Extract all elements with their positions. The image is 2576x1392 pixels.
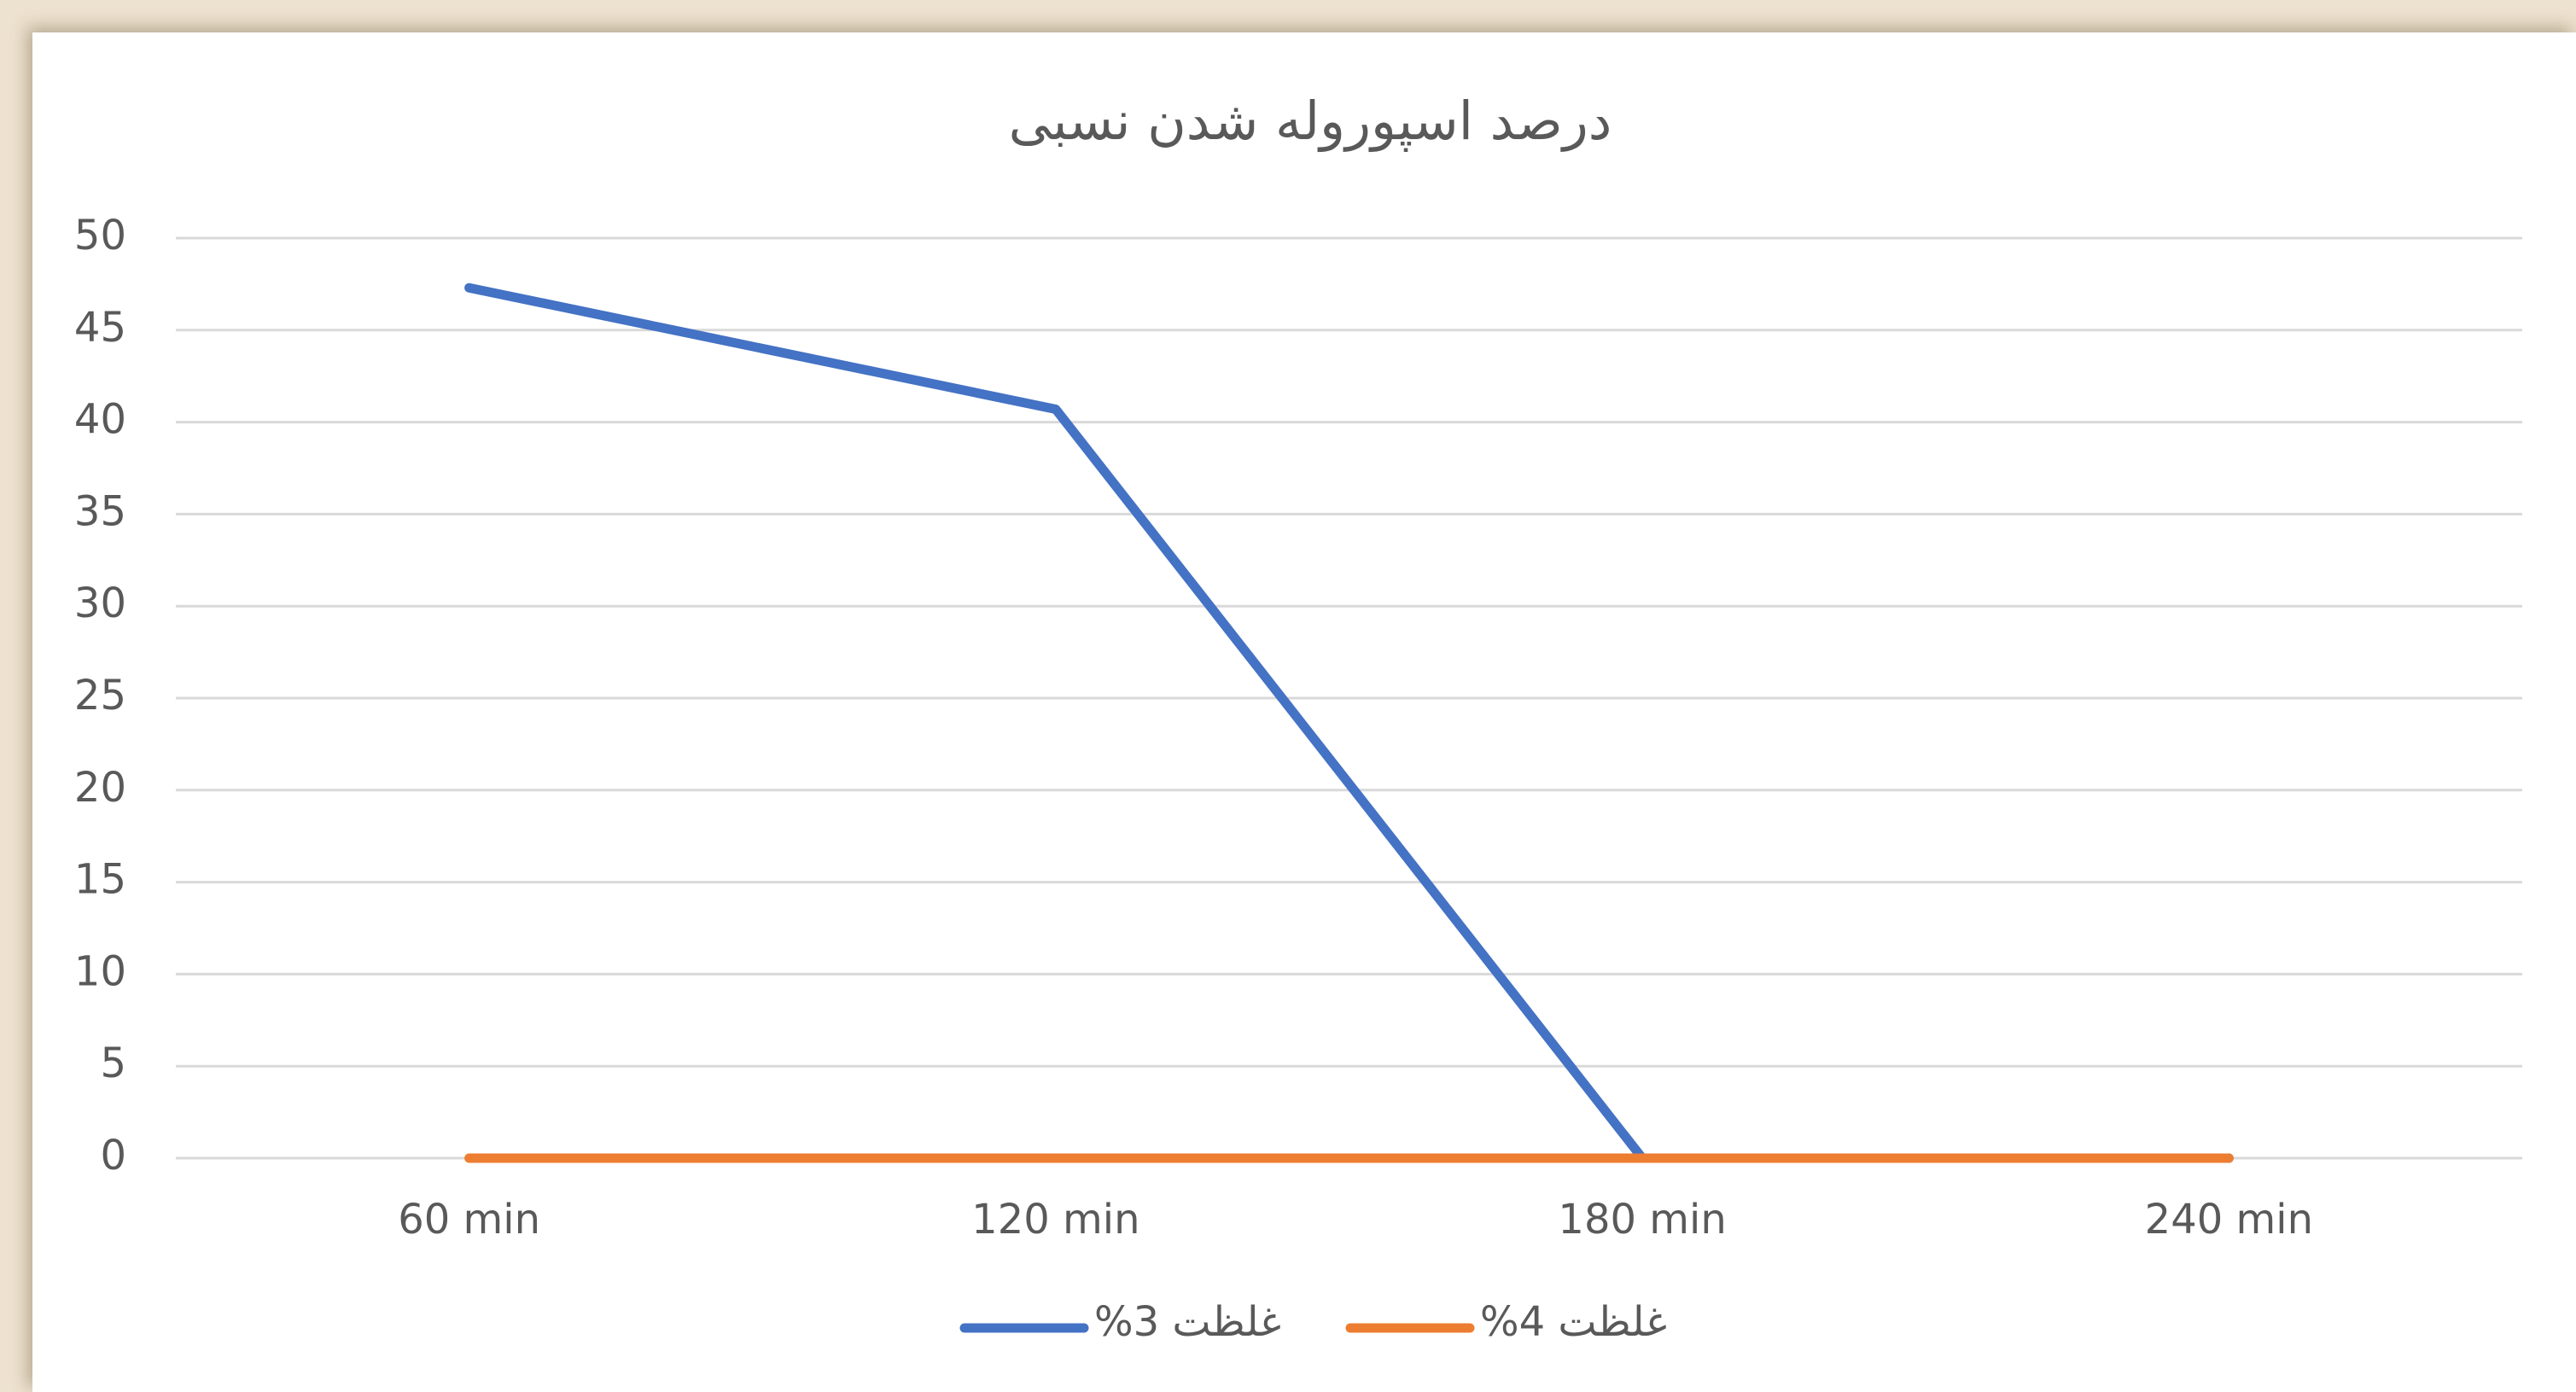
y-tick-label: 35 (74, 487, 126, 535)
x-tick-label: 60 min (398, 1196, 540, 1243)
chart-card (32, 32, 2576, 1392)
series-line (464, 282, 2234, 1163)
y-tick-label: 30 (74, 580, 126, 627)
x-tick-label: 120 min (971, 1196, 1139, 1243)
y-tick-label: 40 (74, 396, 126, 444)
y-tick-label: 20 (74, 764, 126, 812)
legend-label: غلظت 4% (1480, 1298, 1667, 1346)
y-tick-label: 45 (74, 304, 126, 352)
y-tick-label: 5 (100, 1040, 126, 1087)
chart-title: درصد اسپوروله شدن نسبی (1009, 90, 1612, 152)
x-tick-label: 180 min (1558, 1196, 1726, 1243)
y-tick-label: 50 (74, 212, 126, 259)
y-tick-label: 10 (74, 947, 126, 995)
y-tick-label: 0 (100, 1132, 126, 1179)
y-tick-label: 15 (74, 856, 126, 904)
x-tick-label: 240 min (2145, 1196, 2313, 1243)
legend-label: غلظت 3% (1094, 1298, 1281, 1346)
y-tick-label: 25 (74, 672, 126, 719)
